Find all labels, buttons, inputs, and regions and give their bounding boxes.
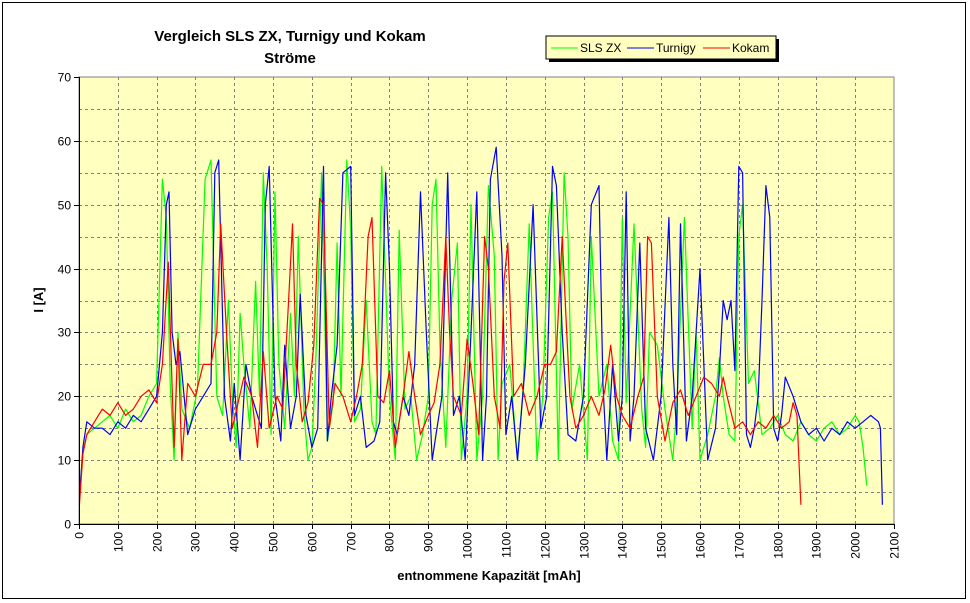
- x-tick-label: 500: [267, 532, 281, 552]
- y-tick-label: 0: [64, 518, 71, 532]
- x-tick-label: 1900: [810, 532, 824, 559]
- y-tick-label: 10: [58, 454, 72, 468]
- chart-canvas: Vergleich SLS ZX, Turnigy und Kokam Strö…: [31, 28, 902, 583]
- y-axis: 0 10 20 30 40 50 60 70: [58, 71, 80, 532]
- x-tick-label: 1200: [539, 532, 553, 559]
- y-tick-label: 40: [58, 263, 72, 277]
- legend-label-kokam: Kokam: [732, 41, 769, 55]
- x-tick-label: 1300: [578, 532, 592, 559]
- y-tick-label: 60: [58, 135, 72, 149]
- series-layer: [78, 146, 883, 512]
- legend: SLS ZX Turnigy Kokam: [545, 35, 779, 62]
- y-tick-label: 20: [58, 390, 72, 404]
- x-tick-label: 2000: [849, 532, 863, 559]
- y-tick-label: 70: [58, 71, 72, 85]
- x-tick-label: 1600: [694, 532, 708, 559]
- x-axis-title: entnommene Kapazität [mAh]: [397, 568, 580, 583]
- x-tick-label: 1800: [772, 532, 786, 559]
- x-tick-label: 1700: [733, 532, 747, 559]
- chart-subtitle: Ströme: [264, 50, 316, 67]
- legend-box: [545, 35, 777, 60]
- x-tick-label: 700: [345, 532, 359, 552]
- gridlines: [79, 77, 894, 524]
- x-tick-label: 100: [112, 532, 126, 552]
- y-tick-label: 50: [58, 199, 72, 213]
- x-tick-label: 800: [383, 532, 397, 552]
- series-line-sls-zx: [78, 159, 868, 499]
- x-tick-label: 2100: [888, 532, 902, 559]
- y-axis-title: I [A]: [31, 287, 46, 312]
- legend-label-sls-zx: SLS ZX: [580, 41, 621, 55]
- chart-title: Vergleich SLS ZX, Turnigy und Kokam: [154, 28, 425, 45]
- x-tick-label: 900: [422, 532, 436, 552]
- series-line-kokam: [78, 197, 802, 512]
- x-tick-label: 1400: [616, 532, 630, 559]
- x-tick-label: 1500: [655, 532, 669, 559]
- x-tick-label: 1100: [500, 532, 514, 558]
- x-tick-label: 600: [306, 532, 320, 552]
- legend-label-turnigy: Turnigy: [656, 41, 696, 55]
- x-tick-label: 400: [228, 532, 242, 552]
- series-line-turnigy: [78, 146, 883, 505]
- x-axis: 0 100 200 300 400 500 600 700 800 900 1000 1100 1200…: [73, 524, 902, 559]
- x-tick-label: 300: [189, 532, 203, 552]
- x-tick-label: 1000: [461, 532, 475, 559]
- x-tick-label: 0: [73, 532, 87, 539]
- y-tick-label: 30: [58, 326, 72, 340]
- x-tick-label: 200: [151, 532, 165, 552]
